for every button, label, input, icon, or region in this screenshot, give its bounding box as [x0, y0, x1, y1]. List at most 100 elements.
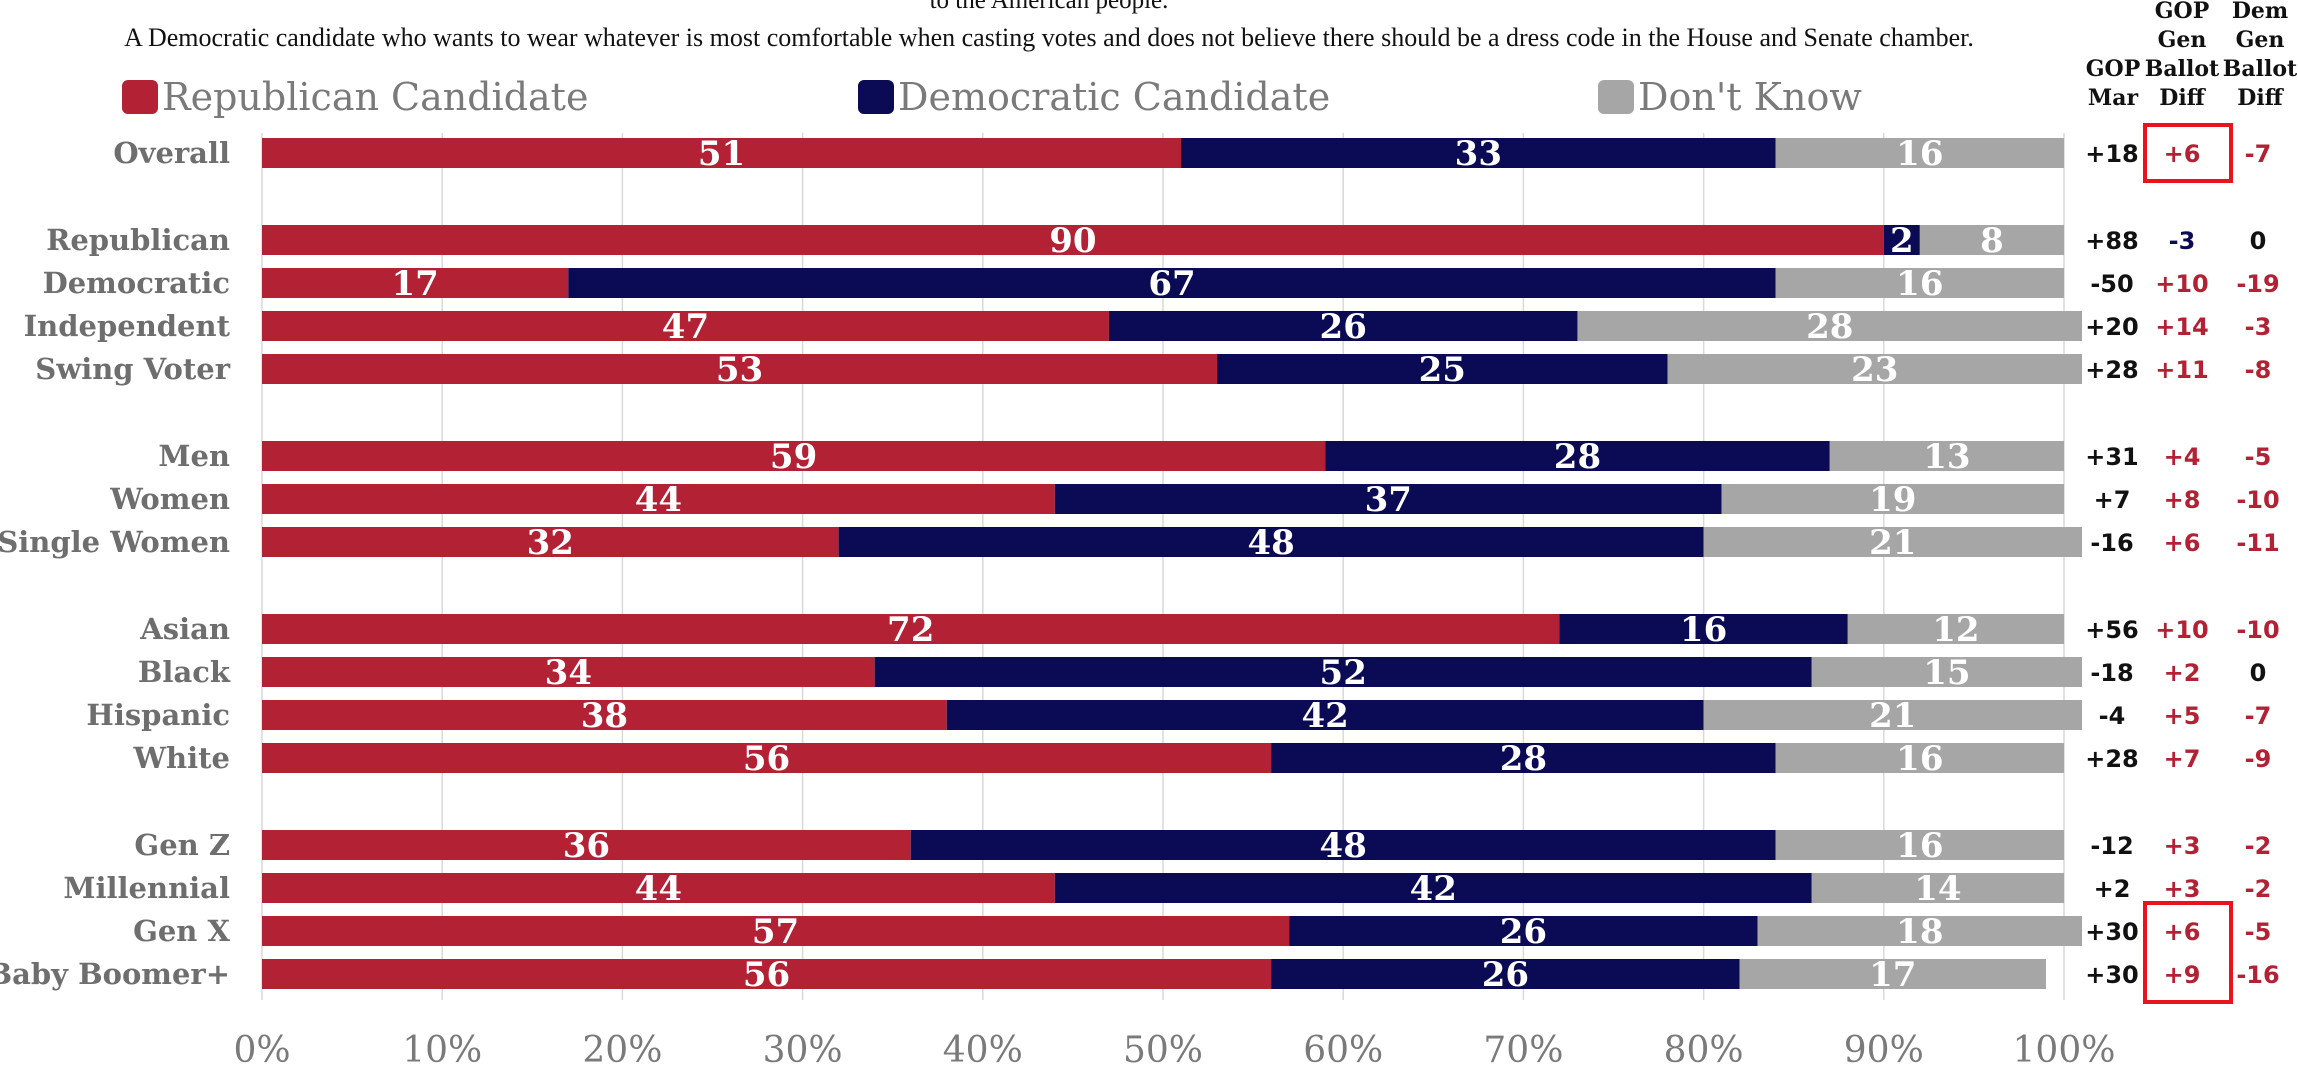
dem-diff-value: -5	[2245, 918, 2272, 946]
header-gop-diff-line: GOP	[2154, 0, 2210, 24]
bar-segment-democratic	[1325, 441, 1830, 471]
dem-diff-value: -7	[2245, 140, 2272, 168]
header-gop-diff-line: Gen	[2157, 27, 2207, 53]
question-line-2: A Democratic candidate who wants to wear…	[124, 23, 1974, 52]
gop-mar-value: +30	[2085, 918, 2139, 946]
data-label: 56	[743, 955, 790, 995]
bar-segment-democratic	[1271, 743, 1776, 773]
category-label: Millennial	[63, 871, 230, 905]
gop-mar-value: -12	[2090, 832, 2133, 860]
bar-segment-democratic	[1054, 873, 1812, 903]
data-label: 2	[1890, 221, 1914, 261]
header-gop-gen-ballot-diff: GOP Gen Ballot Diff	[2137, 0, 2227, 113]
gop-diff-value: +4	[2164, 443, 2201, 471]
gop-mar-value: +88	[2085, 227, 2139, 255]
bar-segment-republican	[262, 138, 1182, 168]
data-label: 44	[635, 480, 682, 520]
bar-segment-democratic	[1054, 484, 1722, 514]
data-label: 17	[392, 264, 439, 304]
bar-segment-dont-know	[1775, 743, 2064, 773]
category-label: Baby Boomer+	[0, 957, 230, 991]
x-tick-label: 70%	[1483, 1030, 1563, 1066]
header-gop-diff-line: Ballot	[2144, 56, 2220, 82]
data-label: 16	[1896, 739, 1943, 779]
bar-segment-dont-know	[1847, 614, 2064, 644]
bar-segment-republican	[262, 700, 947, 730]
bar-segment-democratic	[1559, 614, 1848, 644]
x-tick-label: 80%	[1664, 1030, 1744, 1066]
data-label: 16	[1896, 826, 1943, 866]
data-label: 18	[1896, 912, 1943, 952]
gop-mar-value: +56	[2085, 616, 2139, 644]
question-line-1: to the American people.	[929, 0, 1169, 14]
bar-segment-dont-know	[1739, 959, 2046, 989]
data-label: 21	[1869, 696, 1916, 736]
data-label: 34	[545, 653, 592, 693]
data-label: 28	[1806, 307, 1853, 347]
gop-mar-value: +31	[2085, 443, 2139, 471]
legend-label-dont-know: Don't Know	[1638, 75, 1862, 119]
header-dem-gen-ballot-diff: Dem Gen Ballot Diff	[2215, 0, 2298, 113]
category-label: White	[132, 741, 230, 775]
gop-diff-value: +3	[2164, 875, 2201, 903]
data-label: 13	[1923, 437, 1970, 477]
data-label: 28	[1500, 739, 1547, 779]
data-label: 52	[1320, 653, 1367, 693]
dem-diff-value: 0	[2250, 227, 2267, 255]
category-label: Democratic	[43, 266, 230, 300]
gop-diff-value: +9	[2164, 961, 2201, 989]
bar-segment-republican	[262, 311, 1109, 341]
data-label: 38	[581, 696, 628, 736]
bar-segment-democratic	[1883, 225, 1920, 255]
x-tick-label: 30%	[763, 1030, 843, 1066]
bar-segment-dont-know	[1721, 484, 2064, 514]
gop-diff-value: +11	[2155, 356, 2209, 384]
dem-diff-value: -16	[2236, 961, 2279, 989]
gop-mar-value: +28	[2085, 745, 2139, 773]
data-label: 56	[743, 739, 790, 779]
bar-segment-republican	[262, 657, 875, 687]
category-label: Asian	[139, 612, 230, 646]
header-gop-mar: GOP Mar	[2068, 55, 2158, 113]
data-label: 47	[662, 307, 709, 347]
header-dem-diff-line: Dem	[2231, 0, 2289, 24]
data-label: 26	[1500, 912, 1547, 952]
data-label: 67	[1148, 264, 1195, 304]
bar-segment-democratic	[1181, 138, 1776, 168]
bar-segment-republican	[262, 830, 911, 860]
dem-diff-value: -19	[2236, 270, 2279, 298]
dem-diff-value: -3	[2245, 313, 2272, 341]
bar-segment-dont-know	[1775, 138, 2064, 168]
bar-segment-republican	[262, 527, 839, 557]
category-label: Women	[109, 482, 230, 516]
legend-republican: Republican Candidate	[122, 74, 588, 120]
data-label: 26	[1482, 955, 1529, 995]
gop-diff-value: +3	[2164, 832, 2201, 860]
category-label: Overall	[113, 136, 230, 170]
data-label: 90	[1049, 221, 1096, 261]
gop-mar-value: -18	[2090, 659, 2133, 687]
data-label: 8	[1980, 221, 2004, 261]
category-label: Swing Voter	[35, 352, 230, 386]
gop-mar-value: -16	[2090, 529, 2133, 557]
x-tick-label: 0%	[233, 1030, 290, 1066]
dem-diff-value: -8	[2245, 356, 2272, 384]
bar-segment-dont-know	[1811, 873, 2064, 903]
data-label: 15	[1923, 653, 1970, 693]
bar-segment-democratic	[1108, 311, 1578, 341]
legend-swatch-republican	[122, 80, 158, 114]
bar-segment-republican	[262, 873, 1055, 903]
data-label: 14	[1914, 869, 1961, 909]
gop-mar-value: +30	[2085, 961, 2139, 989]
data-label: 59	[770, 437, 817, 477]
gop-diff-value: +10	[2155, 616, 2209, 644]
category-label: Black	[138, 655, 231, 689]
bar-segment-democratic	[1217, 354, 1668, 384]
bar-segment-dont-know	[1919, 225, 2064, 255]
data-label: 21	[1869, 523, 1916, 563]
highlight-box	[2143, 901, 2233, 1004]
bar-segment-dont-know	[1811, 657, 2083, 687]
gop-diff-value: +10	[2155, 270, 2209, 298]
bar-segment-democratic	[1289, 916, 1758, 946]
